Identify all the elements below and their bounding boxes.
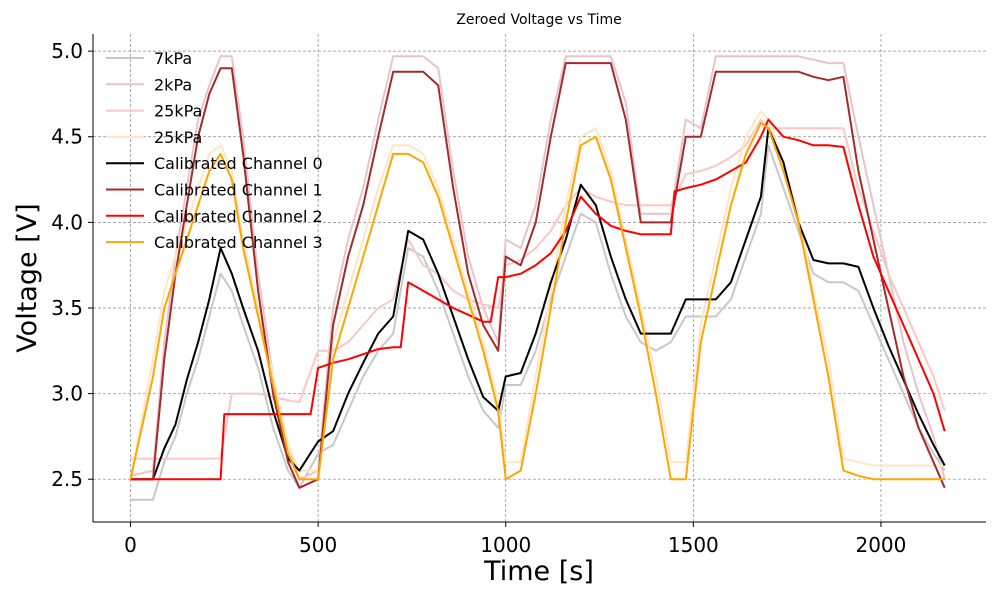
y-tick-label: 3.0 (51, 382, 83, 406)
legend-label: Calibrated Channel 2 (154, 207, 323, 226)
series-line-2 (130, 118, 946, 460)
series-line-7 (129, 122, 945, 481)
legend-label: 2kPa (154, 75, 192, 94)
y-tick-label: 3.5 (51, 296, 83, 320)
legend-label: 25kPa (154, 128, 202, 147)
legend-label: 25kPa (154, 102, 202, 121)
series-line-3 (129, 110, 945, 480)
x-tick-label: 500 (299, 533, 337, 557)
y-axis-label: Voltage [V] (12, 203, 43, 352)
x-tick-label: 0 (124, 533, 137, 557)
legend-label: Calibrated Channel 0 (154, 154, 323, 173)
y-tick-label: 4.5 (51, 125, 83, 149)
series-line-4 (130, 127, 946, 481)
chart-title: Zeroed Voltage vs Time (456, 12, 621, 28)
legend-label: Calibrated Channel 3 (154, 233, 323, 252)
x-tick-label: 1000 (480, 533, 531, 557)
series-line-5 (130, 62, 946, 489)
legend: 7kPa 2kPa 25kPa 25kPa Calibrated Channel 0 Ca… (106, 49, 323, 252)
legend-label: 7kPa (154, 49, 192, 68)
y-tick-label: 4.0 (51, 210, 83, 234)
x-axis-label: Time [s] (483, 556, 594, 587)
axes (92, 34, 986, 523)
y-tick-label: 5.0 (51, 39, 83, 63)
series-line-1 (130, 55, 946, 481)
y-tick-label: 2.5 (51, 467, 83, 491)
axis-ticks: 0 500 1000 1500 2000 2.5 3.0 3.5 4.0 4.5 5.0 (51, 39, 906, 557)
x-tick-label: 2000 (855, 533, 906, 557)
series-lines (129, 55, 946, 501)
x-tick-label: 1500 (668, 533, 719, 557)
legend-label: Calibrated Channel 1 (154, 181, 323, 200)
series-line-6 (130, 118, 946, 481)
